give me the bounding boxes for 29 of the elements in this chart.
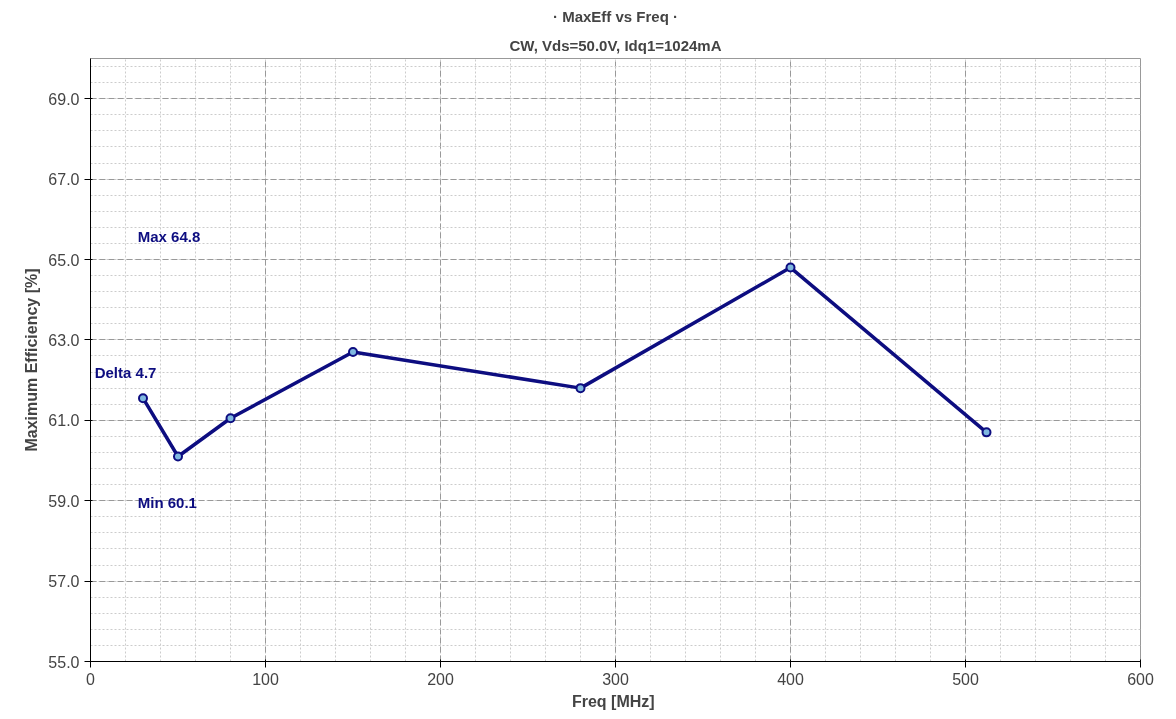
- chart-subtitle: CW, Vds=50.0V, Idq1=1024mA: [509, 36, 722, 54]
- y-tick-label: 65.0: [48, 251, 80, 269]
- point: [981, 427, 992, 438]
- y-tick-label: 67.0: [48, 171, 80, 189]
- y-tick-label: 55.0: [48, 653, 80, 671]
- x-tick-label: 400: [777, 670, 804, 688]
- point: [575, 383, 586, 394]
- y-tick-label: 63.0: [48, 331, 80, 349]
- point: [138, 393, 148, 404]
- y-tick-label: 69.0: [48, 90, 80, 108]
- x-tick-label: 200: [427, 670, 454, 688]
- chart-title: · MaxEff vs Freq ·: [552, 7, 679, 25]
- x-tick-label: 500: [952, 670, 979, 688]
- point: [785, 262, 796, 273]
- annotation: Delta 4.7: [94, 364, 157, 382]
- x-axis-title: Freq [MHz]: [571, 692, 655, 710]
- x-tick-label: 600: [1127, 670, 1154, 688]
- x-tick-label: 300: [602, 670, 629, 688]
- x-tick-label: 0: [86, 670, 96, 688]
- x-tick-label: 100: [252, 670, 279, 688]
- y-tick-label: 61.0: [48, 412, 80, 430]
- annotation: Min 60.1: [137, 493, 197, 511]
- annotation: Max 64.8: [137, 228, 201, 246]
- point: [225, 413, 236, 424]
- y-tick-label: 57.0: [48, 573, 80, 591]
- y-axis-title: Maximum Efficiency [%]: [23, 268, 41, 452]
- point: [173, 451, 183, 462]
- y-tick-label: 59.0: [48, 492, 80, 510]
- point: [348, 346, 358, 357]
